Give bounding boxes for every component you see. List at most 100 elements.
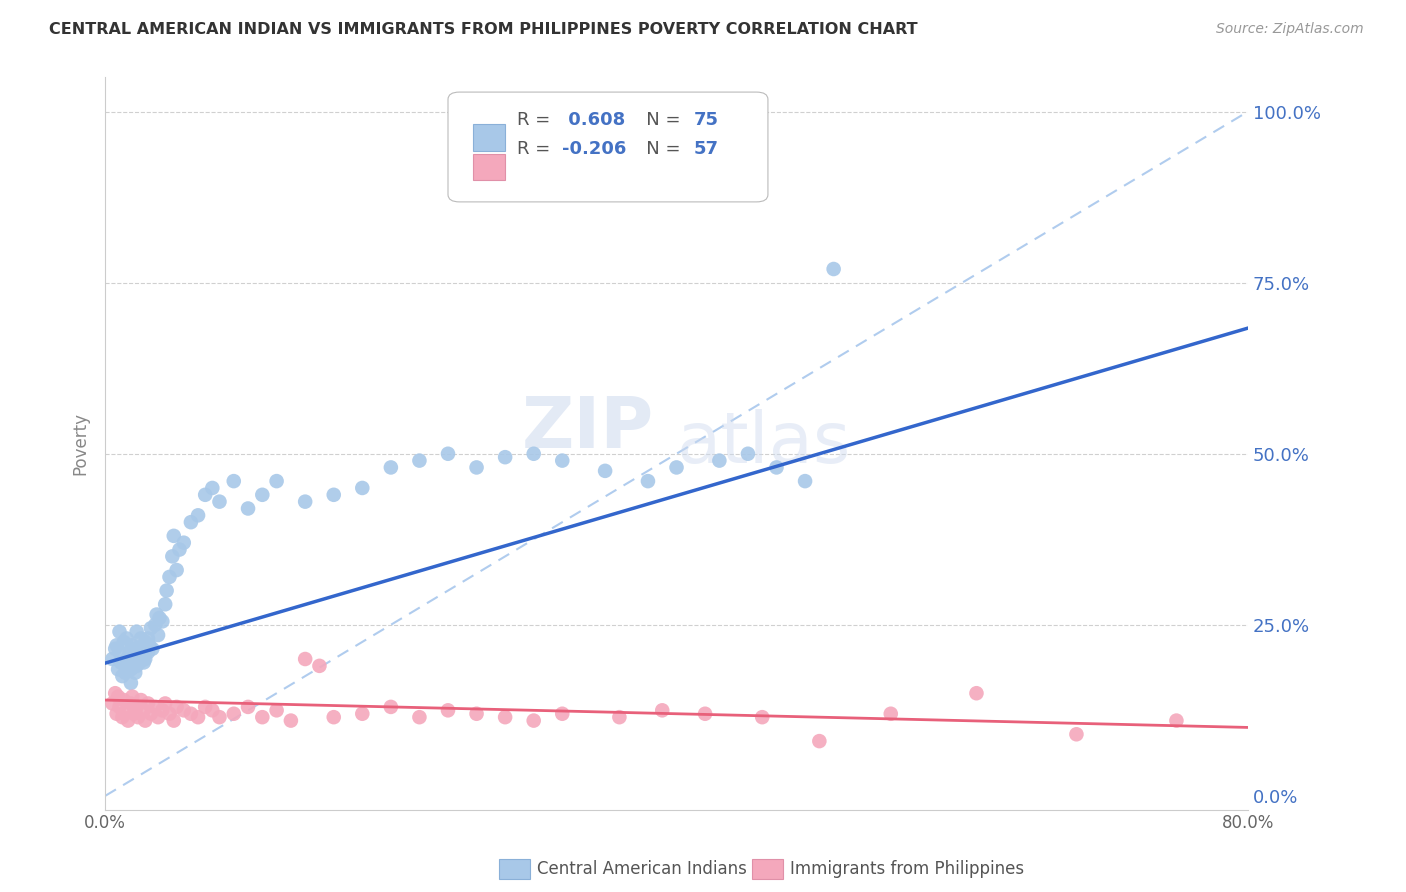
Point [121, 690, 143, 704]
Point [136, 632, 159, 646]
Point [651, 703, 673, 717]
Point [145, 607, 167, 622]
Point [105, 638, 128, 652]
Text: Central American Indians: Central American Indians [537, 860, 747, 878]
Point [222, 474, 245, 488]
Point [112, 693, 135, 707]
Point [107, 690, 129, 704]
Point [139, 706, 162, 721]
Point [143, 617, 166, 632]
Point [437, 447, 460, 461]
Point [110, 656, 132, 670]
Point [222, 706, 245, 721]
Point [112, 635, 135, 649]
Point [965, 686, 987, 700]
Point [693, 706, 716, 721]
Point [737, 447, 759, 461]
Point [132, 656, 155, 670]
Point [129, 693, 152, 707]
Point [1166, 714, 1188, 728]
Point [134, 714, 156, 728]
Point [134, 635, 156, 649]
Point [169, 542, 191, 557]
Point [166, 699, 188, 714]
Point [494, 710, 516, 724]
Point [751, 710, 773, 724]
Point [408, 710, 430, 724]
Point [136, 697, 159, 711]
Point [294, 494, 316, 508]
Point [266, 474, 288, 488]
Point [108, 624, 131, 639]
FancyBboxPatch shape [474, 124, 505, 151]
Point [380, 460, 402, 475]
Point [609, 710, 631, 724]
Point [136, 645, 159, 659]
Point [124, 665, 146, 680]
Point [153, 697, 176, 711]
Point [201, 481, 224, 495]
Point [104, 641, 127, 656]
Point [121, 638, 143, 652]
Point [280, 714, 302, 728]
FancyBboxPatch shape [474, 153, 505, 180]
Point [187, 508, 209, 523]
Point [129, 652, 152, 666]
Point [127, 710, 149, 724]
Point [159, 706, 181, 721]
Point [180, 515, 202, 529]
Point [1066, 727, 1088, 741]
Text: Source: ZipAtlas.com: Source: ZipAtlas.com [1216, 22, 1364, 37]
Text: Immigrants from Philippines: Immigrants from Philippines [790, 860, 1025, 878]
Point [523, 714, 546, 728]
Text: N =: N = [628, 111, 686, 129]
Point [143, 699, 166, 714]
Point [138, 638, 160, 652]
Point [166, 563, 188, 577]
Text: atlas: atlas [676, 409, 851, 478]
Point [125, 658, 148, 673]
Point [117, 714, 139, 728]
Point [665, 460, 688, 475]
Point [122, 706, 145, 721]
Point [252, 710, 274, 724]
Point [108, 645, 131, 659]
Text: -0.206: -0.206 [562, 140, 627, 158]
Point [101, 652, 124, 666]
Point [162, 549, 184, 564]
Point [465, 706, 488, 721]
Point [637, 474, 659, 488]
Point [465, 460, 488, 475]
Point [173, 535, 195, 549]
Point [523, 447, 546, 461]
Point [153, 597, 176, 611]
Point [120, 697, 142, 711]
Point [194, 488, 217, 502]
Point [551, 453, 574, 467]
Point [148, 611, 170, 625]
Point [159, 570, 181, 584]
Point [150, 703, 173, 717]
Point [150, 615, 173, 629]
Point [437, 703, 460, 717]
Point [108, 699, 131, 714]
Point [146, 628, 169, 642]
Text: ZIP: ZIP [522, 394, 654, 463]
Point [823, 262, 845, 277]
Point [115, 652, 138, 666]
Point [104, 686, 127, 700]
Point [765, 460, 787, 475]
Point [111, 710, 134, 724]
Point [252, 488, 274, 502]
Point [129, 632, 152, 646]
Point [408, 453, 430, 467]
Point [593, 464, 616, 478]
Point [134, 652, 156, 666]
Point [322, 710, 344, 724]
Point [808, 734, 831, 748]
Text: R =: R = [516, 111, 555, 129]
Point [208, 494, 231, 508]
Point [208, 710, 231, 724]
Point [294, 652, 316, 666]
Point [380, 699, 402, 714]
